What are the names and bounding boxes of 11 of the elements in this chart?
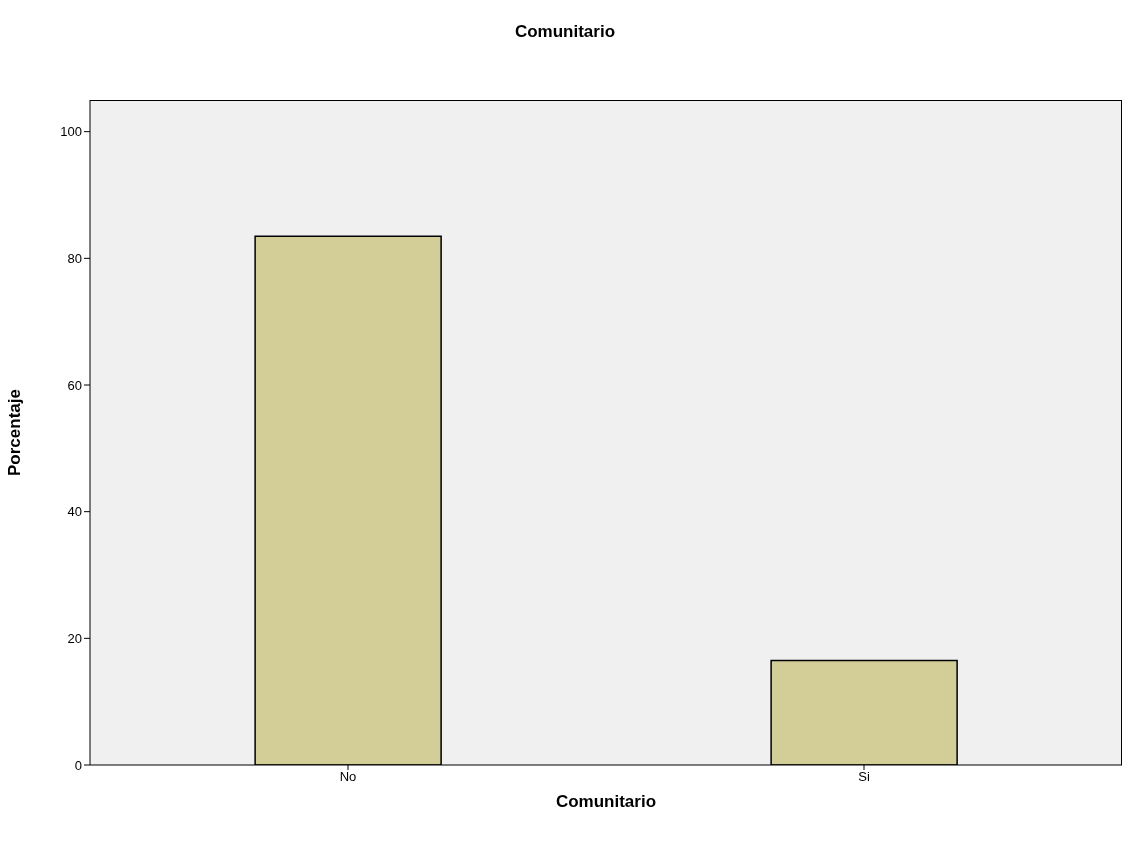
y-tick-label: 60 — [67, 377, 82, 393]
y-tick-label: 100 — [60, 124, 82, 140]
x-tick-label: No — [339, 769, 357, 785]
y-tick-label: 40 — [67, 504, 82, 520]
x-tick-label: Si — [858, 769, 870, 785]
y-tick-label: 80 — [67, 250, 82, 266]
x-axis-title: Comunitario — [555, 792, 657, 811]
chart-title: Comunitario — [513, 22, 617, 42]
y-tick-label: 20 — [67, 630, 82, 646]
y-axis-title: Porcentaje — [5, 389, 25, 476]
y-tick-label: 0 — [74, 757, 82, 773]
